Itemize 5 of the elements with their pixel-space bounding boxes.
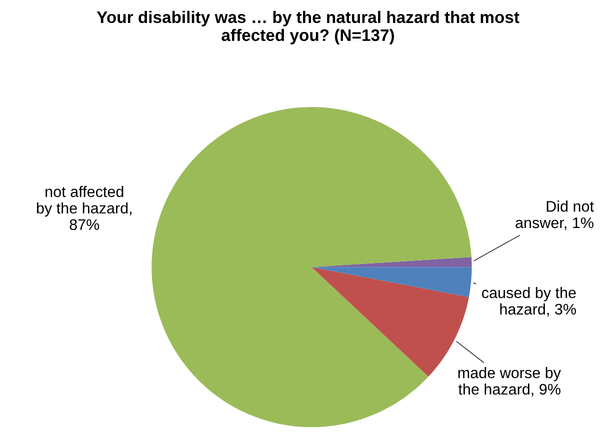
chart-title: Your disability was … by the natural hazard that most affected you? (N=137) <box>96 10 520 44</box>
slice-label: made worse by the hazard, 9% <box>458 367 561 396</box>
slice-label: not affected by the hazard, 87% <box>36 186 132 230</box>
slice-label: Did not answer, 1% <box>516 200 594 230</box>
slice-label: caused by the hazard, 3% <box>482 286 576 316</box>
